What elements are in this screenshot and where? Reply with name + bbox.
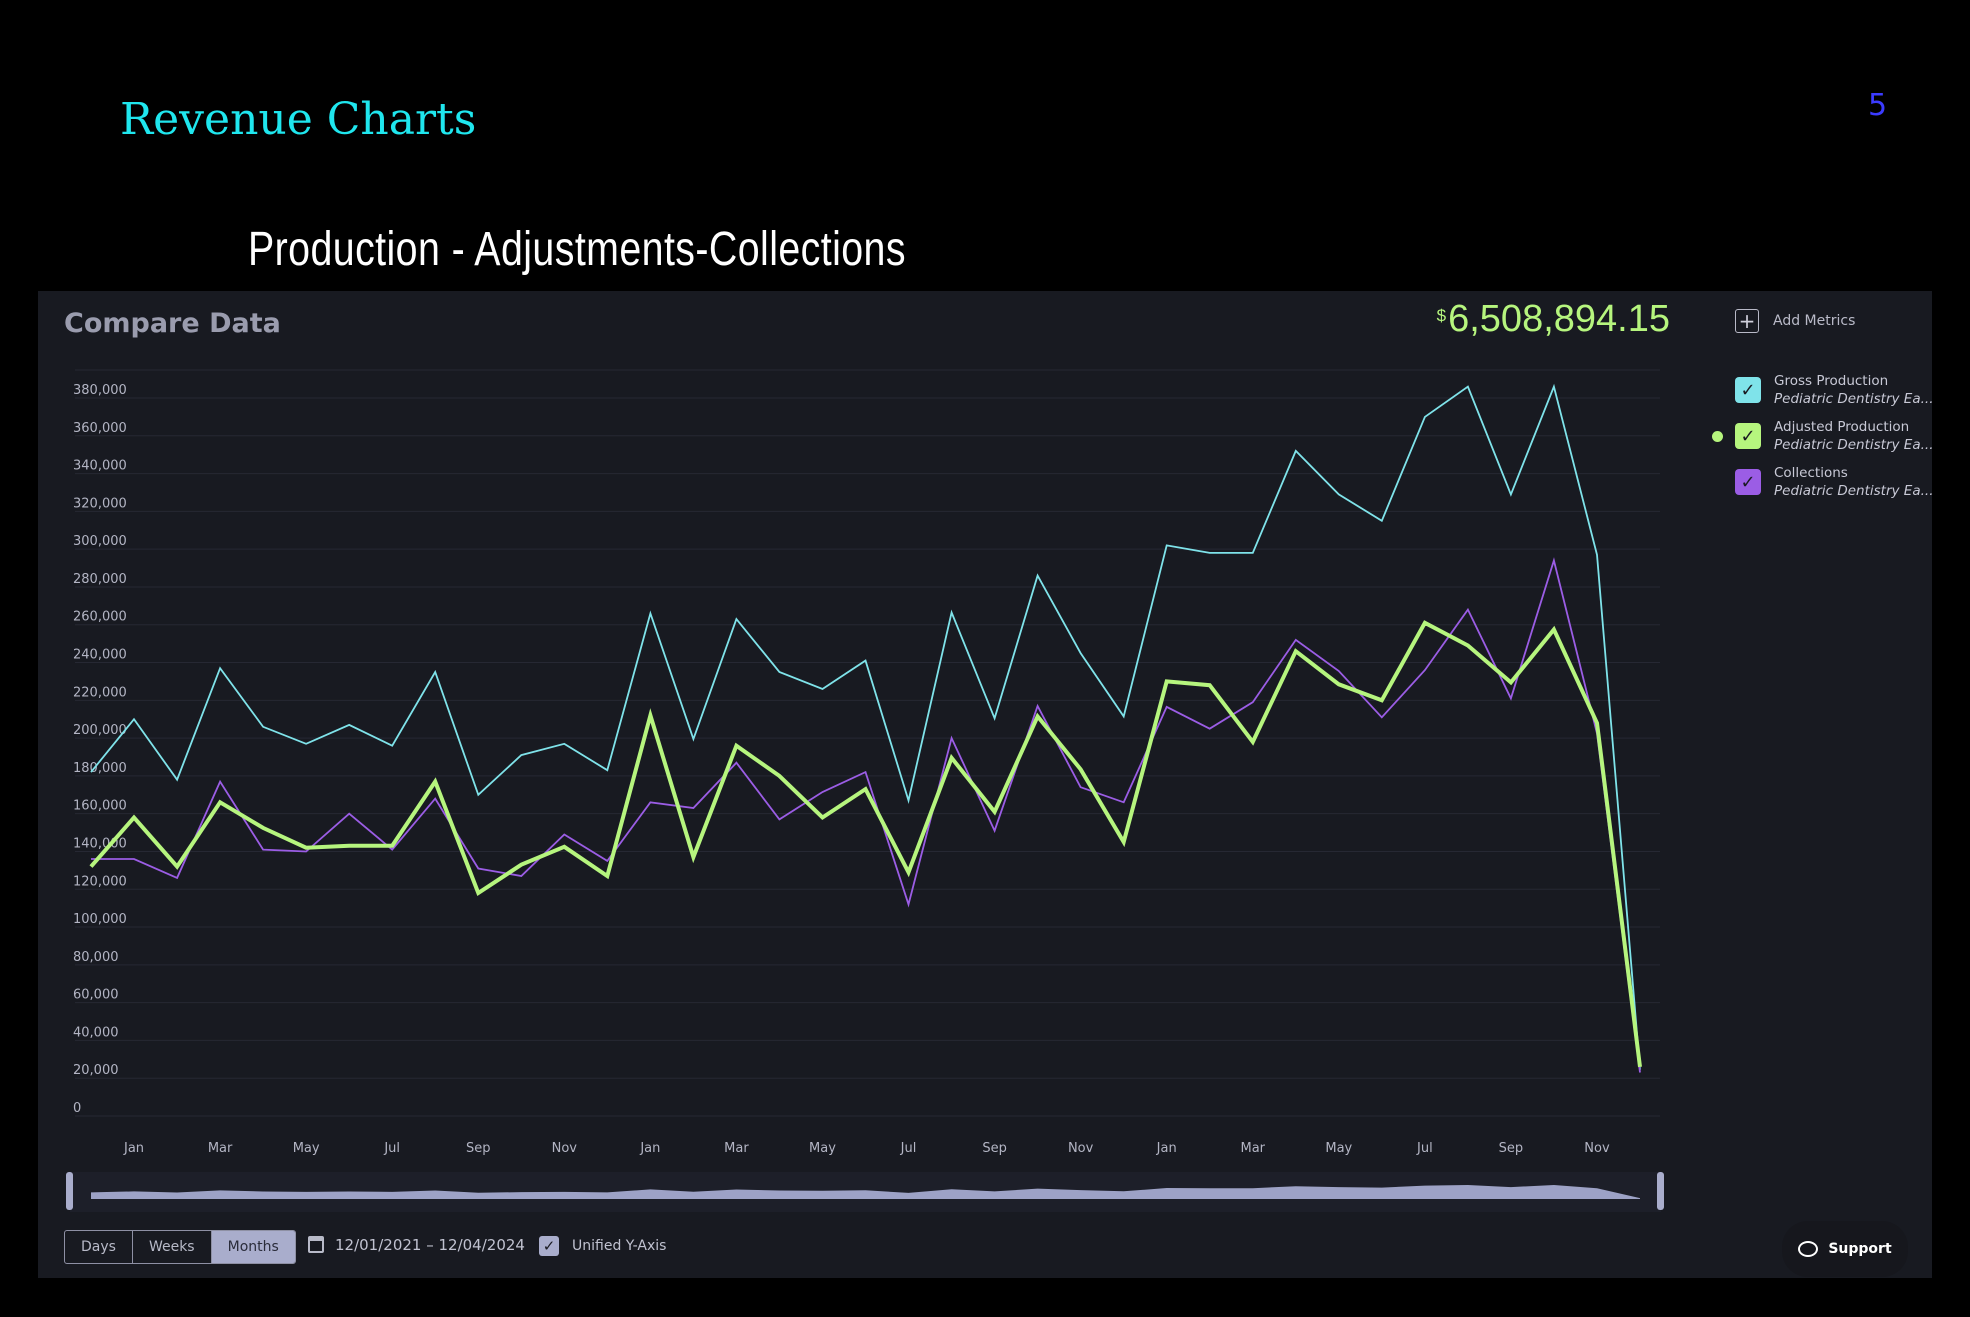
legend-name: Collections [1774, 465, 1848, 481]
support-button[interactable]: Support [1782, 1221, 1908, 1277]
page-number: 5 [1868, 88, 1888, 123]
granularity-toggle: Days Weeks Months [64, 1230, 296, 1264]
support-label: Support [1828, 1241, 1892, 1257]
date-range-picker[interactable]: 12/01/2021 – 12/04/2024 [335, 1236, 525, 1254]
active-dot-icon [1712, 385, 1723, 396]
compare-data-panel [38, 291, 1932, 1278]
legend-item-collections[interactable]: ✓ Collections Pediatric Dentistry Ea... [1712, 464, 1933, 500]
total-value: $6,508,894.15 [1430, 298, 1670, 341]
legend-name: Gross Production [1774, 373, 1889, 389]
active-dot-icon [1712, 430, 1723, 442]
slide-subtitle: Production - Adjustments-Collections [248, 223, 906, 276]
total-amount: 6,508,894.15 [1448, 298, 1670, 340]
legend-name: Adjusted Production [1774, 419, 1910, 435]
legend-sub: Pediatric Dentistry Ea... [1774, 391, 1934, 407]
days-button[interactable]: Days [65, 1231, 133, 1263]
legend-sub: Pediatric Dentistry Ea... [1774, 437, 1934, 453]
panel-title: Compare Data [64, 308, 281, 339]
chat-bubble-icon [1798, 1241, 1819, 1257]
checkbox-collections[interactable]: ✓ [1735, 469, 1761, 495]
plus-icon: + [1735, 309, 1759, 333]
months-button[interactable]: Months [211, 1231, 295, 1263]
active-dot-icon [1712, 477, 1723, 488]
calendar-icon[interactable] [308, 1236, 324, 1253]
unified-y-axis-checkbox[interactable]: ✓ [539, 1236, 559, 1256]
checkbox-gross-production[interactable]: ✓ [1735, 377, 1761, 403]
legend-item-gross-production[interactable]: ✓ Gross Production Pediatric Dentistry Ea… [1712, 372, 1933, 408]
slide-title: Revenue Charts [120, 94, 477, 145]
unified-y-axis-label: Unified Y-Axis [572, 1238, 667, 1254]
checkbox-adjusted-production[interactable]: ✓ [1735, 423, 1761, 449]
legend-item-adjusted-production[interactable]: ✓ Adjusted Production Pediatric Dentistry… [1712, 418, 1933, 454]
add-metrics-label: Add Metrics [1773, 313, 1856, 329]
currency-symbol: $ [1436, 306, 1447, 325]
add-metrics-button[interactable]: + Add Metrics [1735, 309, 1855, 333]
weeks-button[interactable]: Weeks [133, 1231, 212, 1263]
legend-sub: Pediatric Dentistry Ea... [1774, 483, 1934, 499]
